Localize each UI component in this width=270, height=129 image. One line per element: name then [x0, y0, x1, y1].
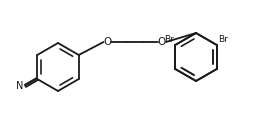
Text: O: O	[103, 37, 111, 47]
Text: N: N	[16, 81, 23, 91]
Text: Br: Br	[218, 35, 228, 44]
Text: Br: Br	[164, 35, 174, 44]
Text: O: O	[158, 37, 166, 47]
